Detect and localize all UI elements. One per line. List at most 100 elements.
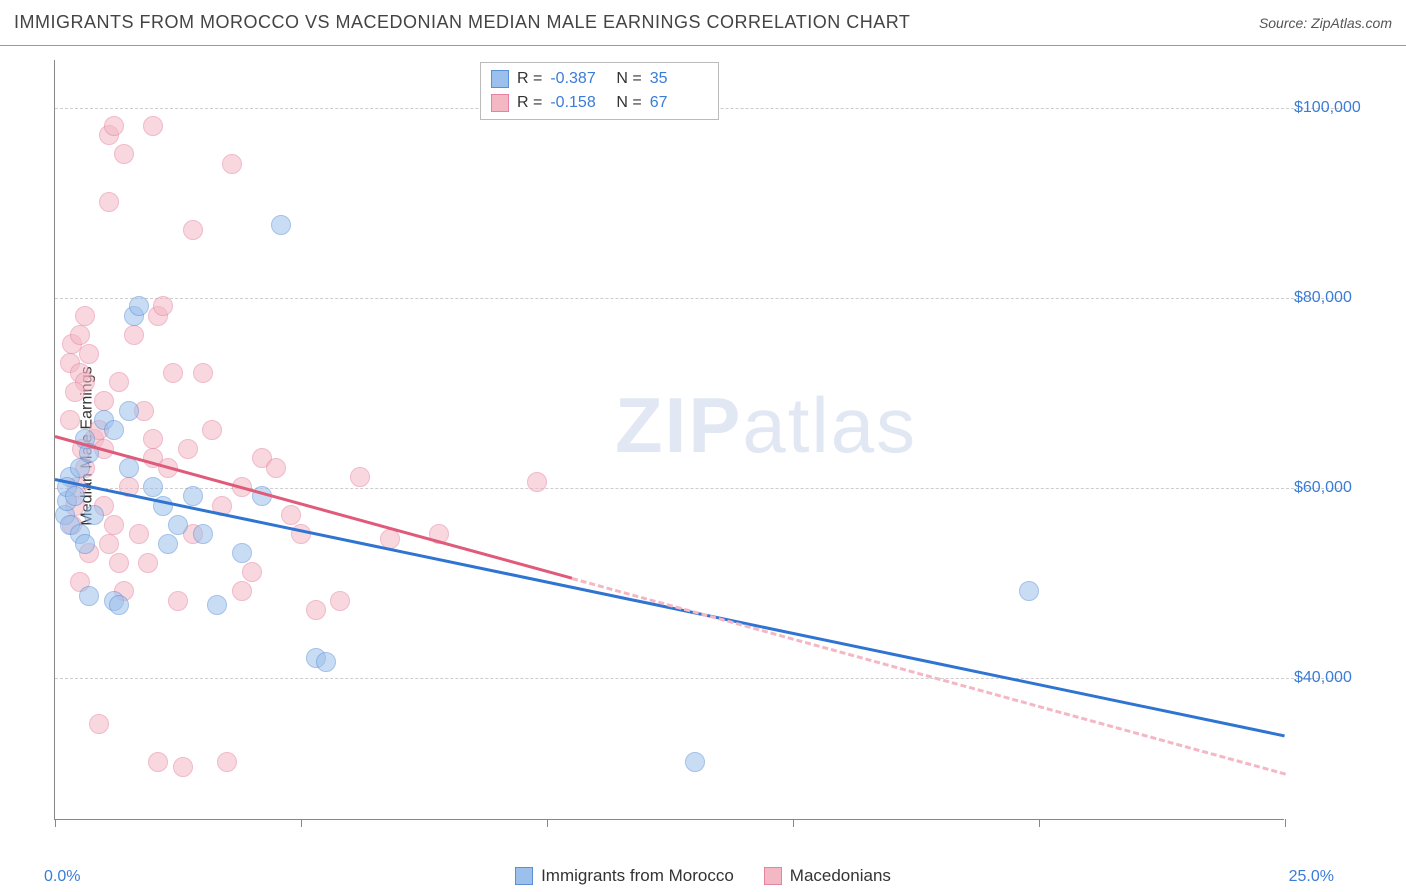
trend-line xyxy=(55,435,572,580)
legend-label-macedonians: Macedonians xyxy=(790,866,891,886)
chart-title: IMMIGRANTS FROM MOROCCO VS MACEDONIAN ME… xyxy=(14,12,910,33)
legend-correlation-row: R = -0.387 N = 35 xyxy=(491,67,708,91)
watermark: ZIPatlas xyxy=(615,380,917,471)
x-axis-left-label: 0.0% xyxy=(44,868,80,886)
data-point xyxy=(75,306,95,326)
data-point xyxy=(79,586,99,606)
legend-correlation-row: R = -0.158 N = 67 xyxy=(491,91,708,115)
data-point xyxy=(168,515,188,535)
legend-label-morocco: Immigrants from Morocco xyxy=(541,866,734,886)
data-point xyxy=(271,215,291,235)
data-point xyxy=(685,752,705,772)
legend-r-label: R = xyxy=(517,70,542,88)
data-point xyxy=(148,752,168,772)
gridline-horizontal xyxy=(55,298,1344,299)
legend-n-label: N = xyxy=(616,70,641,88)
legend-swatch-macedonians xyxy=(764,867,782,885)
legend-swatch xyxy=(491,70,509,88)
data-point xyxy=(79,344,99,364)
legend-r-label: R = xyxy=(517,94,542,112)
trend-line xyxy=(571,577,1285,775)
trend-line xyxy=(55,478,1286,737)
y-tick-label: $40,000 xyxy=(1294,669,1384,687)
legend-item-morocco: Immigrants from Morocco xyxy=(515,866,734,886)
data-point xyxy=(178,439,198,459)
x-tick xyxy=(793,819,794,827)
data-point xyxy=(242,562,262,582)
legend-n-value: 35 xyxy=(650,70,708,88)
data-point xyxy=(104,116,124,136)
data-point xyxy=(109,553,129,573)
data-point xyxy=(138,553,158,573)
legend-swatch xyxy=(491,94,509,112)
data-point xyxy=(65,486,85,506)
data-point xyxy=(527,472,547,492)
data-point xyxy=(99,534,119,554)
data-point xyxy=(129,296,149,316)
data-point xyxy=(84,505,104,525)
chart-header: IMMIGRANTS FROM MOROCCO VS MACEDONIAN ME… xyxy=(0,0,1406,46)
x-tick xyxy=(1039,819,1040,827)
legend-r-value: -0.158 xyxy=(550,94,608,112)
watermark-zip: ZIP xyxy=(615,381,742,469)
data-point xyxy=(281,505,301,525)
y-tick-label: $100,000 xyxy=(1294,99,1384,117)
watermark-atlas: atlas xyxy=(742,381,917,469)
data-point xyxy=(143,116,163,136)
data-point xyxy=(65,382,85,402)
data-point xyxy=(89,714,109,734)
data-point xyxy=(232,581,252,601)
legend-n-value: 67 xyxy=(650,94,708,112)
data-point xyxy=(94,391,114,411)
y-tick-label: $80,000 xyxy=(1294,289,1384,307)
legend-correlation-box: R = -0.387 N = 35 R = -0.158 N = 67 xyxy=(480,62,719,120)
data-point xyxy=(168,591,188,611)
data-point xyxy=(306,600,326,620)
data-point xyxy=(217,752,237,772)
data-point xyxy=(193,363,213,383)
data-point xyxy=(143,477,163,497)
data-point xyxy=(104,515,124,535)
data-point xyxy=(1019,581,1039,601)
legend-swatch-morocco xyxy=(515,867,533,885)
chart-source: Source: ZipAtlas.com xyxy=(1259,15,1392,31)
data-point xyxy=(129,524,149,544)
gridline-horizontal xyxy=(55,678,1344,679)
data-point xyxy=(104,420,124,440)
data-point xyxy=(163,363,183,383)
x-tick xyxy=(55,819,56,827)
x-tick xyxy=(547,819,548,827)
legend-n-label: N = xyxy=(616,94,641,112)
data-point xyxy=(330,591,350,611)
data-point xyxy=(183,220,203,240)
data-point xyxy=(70,325,90,345)
data-point xyxy=(222,154,242,174)
data-point xyxy=(232,543,252,563)
data-point xyxy=(266,458,286,478)
data-point xyxy=(173,757,193,777)
data-point xyxy=(119,401,139,421)
data-point xyxy=(119,458,139,478)
legend-r-value: -0.387 xyxy=(550,70,608,88)
data-point xyxy=(124,325,144,345)
data-point xyxy=(193,524,213,544)
data-point xyxy=(143,429,163,449)
source-name: ZipAtlas.com xyxy=(1311,15,1392,31)
x-tick xyxy=(1285,819,1286,827)
data-point xyxy=(75,534,95,554)
scatter-plot-area: ZIPatlas $40,000$60,000$80,000$100,000 xyxy=(54,60,1284,820)
data-point xyxy=(153,296,173,316)
data-point xyxy=(316,652,336,672)
data-point xyxy=(109,372,129,392)
x-axis-right-label: 25.0% xyxy=(1289,868,1334,886)
source-prefix: Source: xyxy=(1259,15,1311,31)
data-point xyxy=(207,595,227,615)
data-point xyxy=(202,420,222,440)
data-point xyxy=(60,410,80,430)
legend-item-macedonians: Macedonians xyxy=(764,866,891,886)
y-tick-label: $60,000 xyxy=(1294,479,1384,497)
data-point xyxy=(109,595,129,615)
data-point xyxy=(158,534,178,554)
data-point xyxy=(114,144,134,164)
data-point xyxy=(183,486,203,506)
